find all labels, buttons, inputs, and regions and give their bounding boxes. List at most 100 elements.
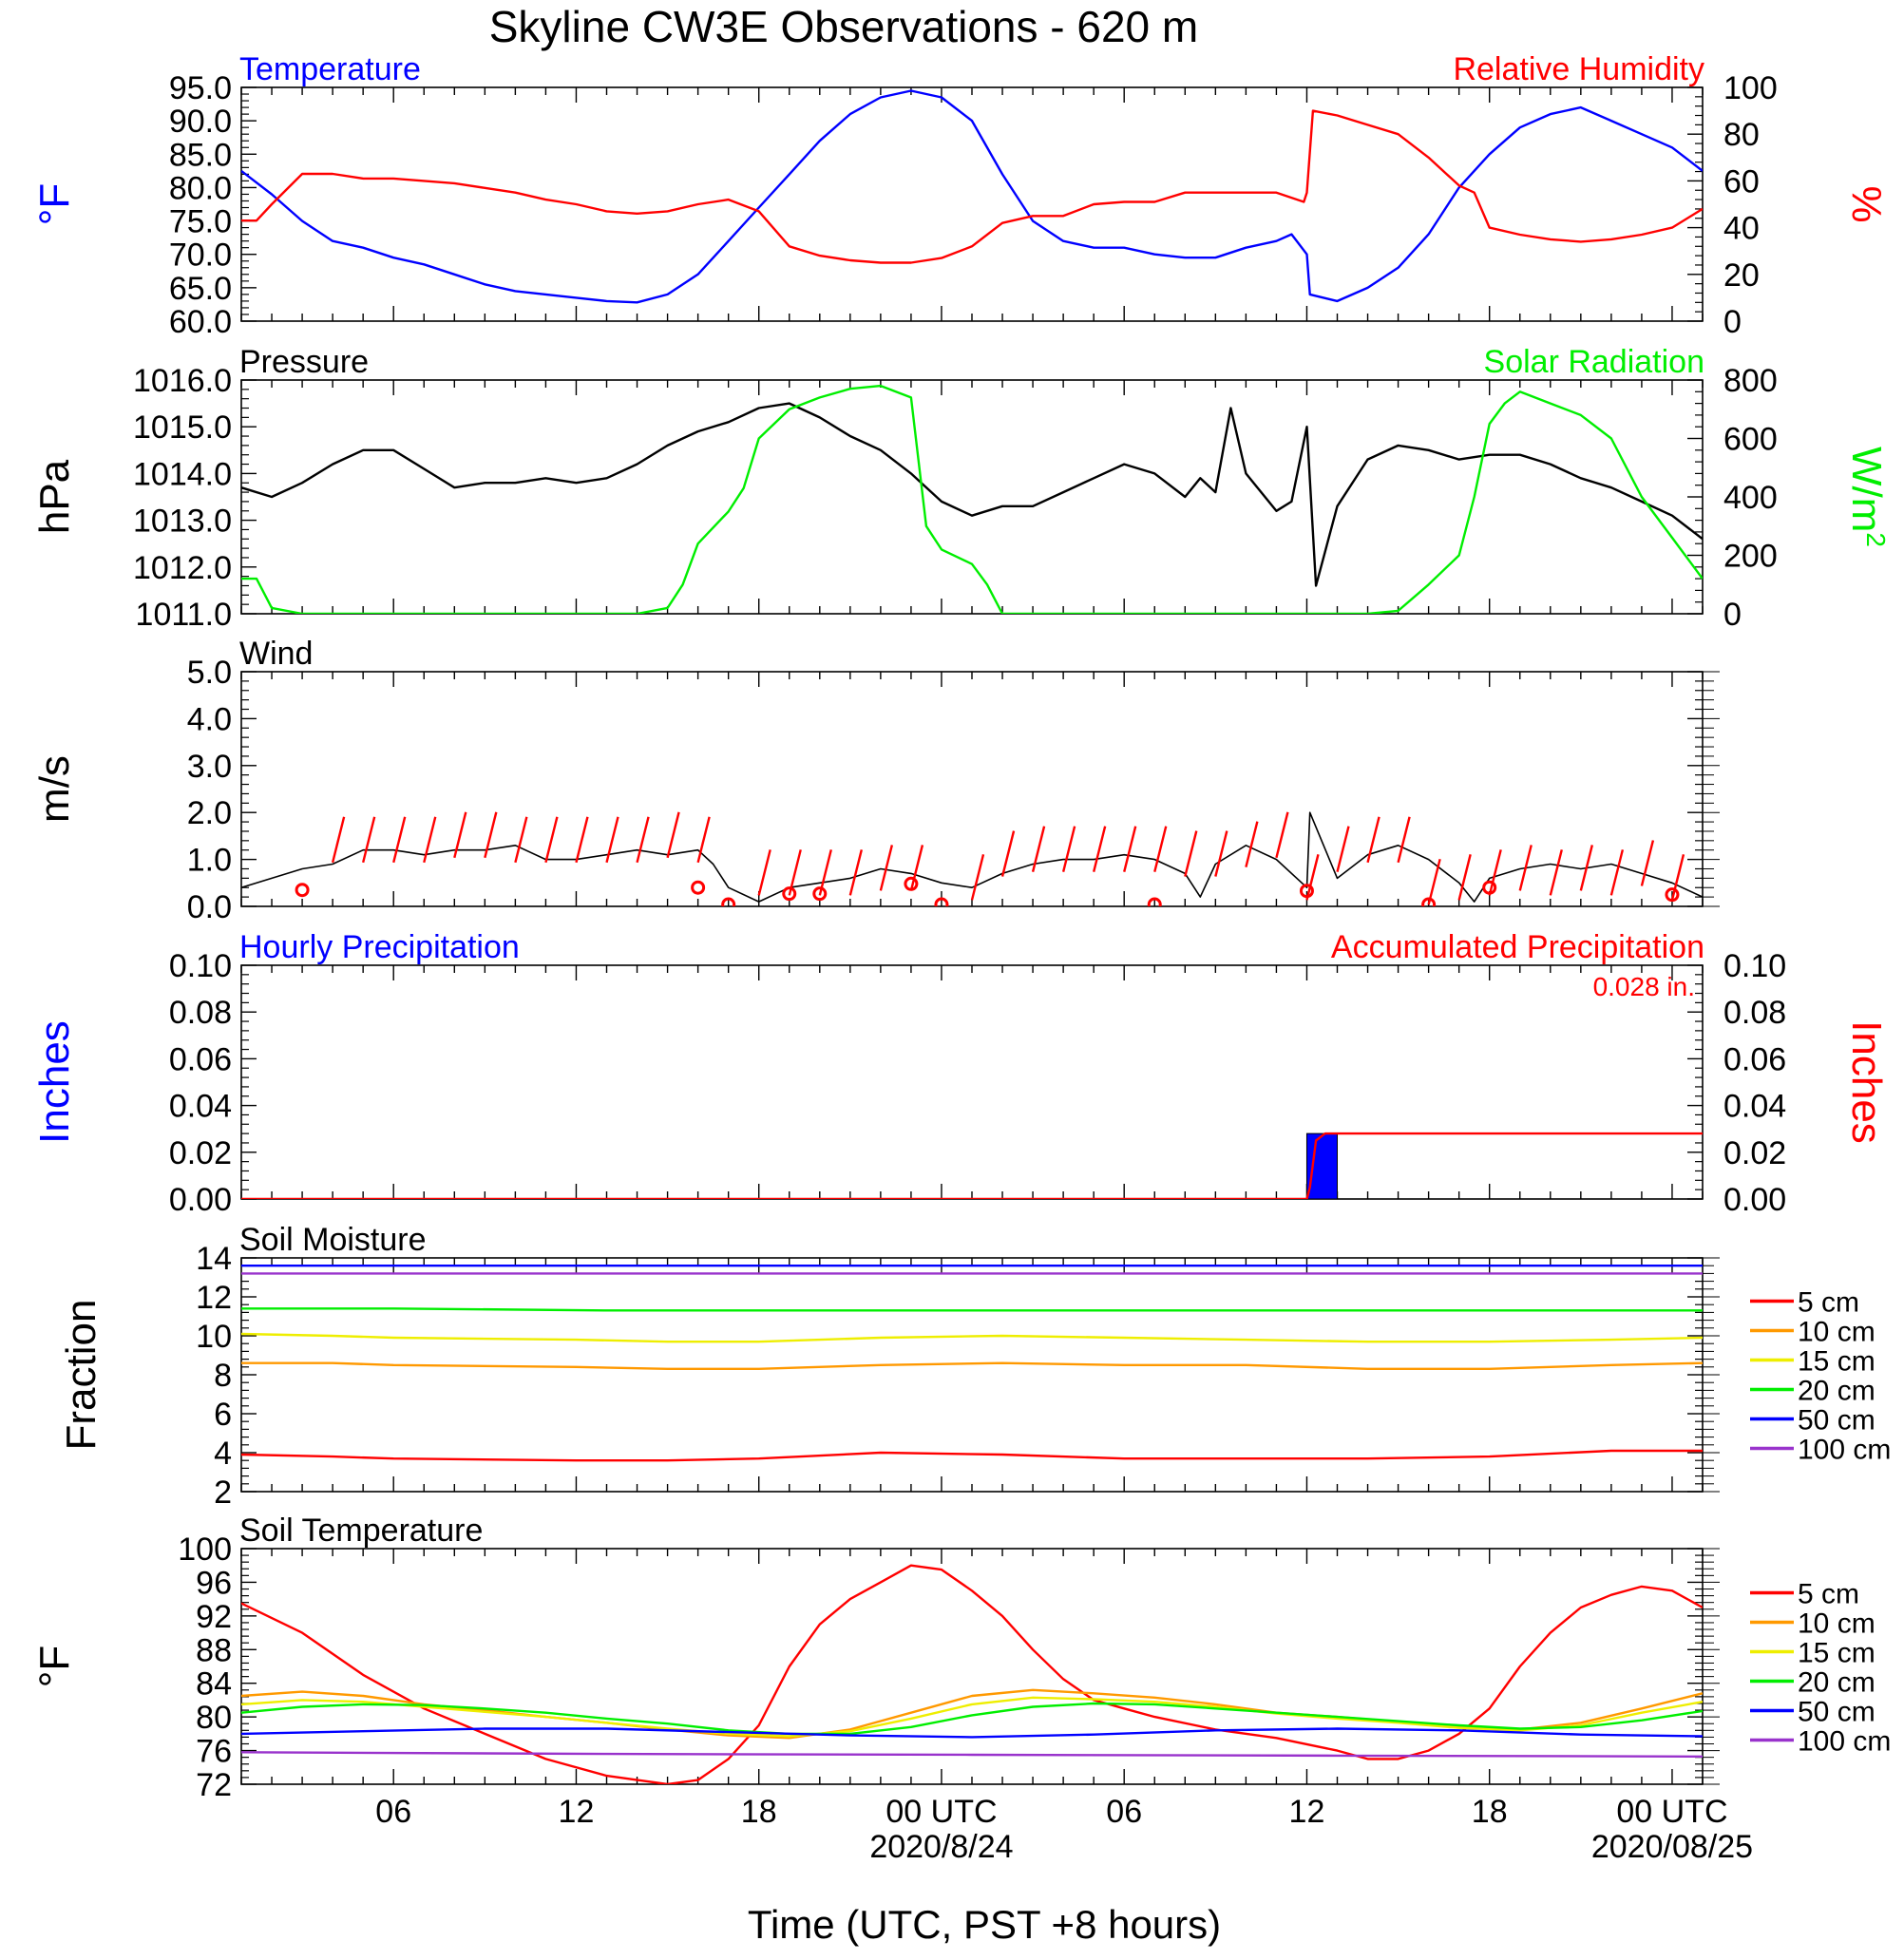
series-line-pressure xyxy=(241,402,1703,587)
series-line-5-cm xyxy=(241,1449,1703,1462)
y-tick-label-left: 95.0 xyxy=(169,70,232,106)
panel-data xyxy=(241,384,1703,614)
panel-title-left: Wind xyxy=(239,636,313,672)
y-tick-label-left: 3.0 xyxy=(187,749,232,785)
panel-data xyxy=(241,89,1703,304)
legend-label: 100 cm xyxy=(1798,1726,1891,1758)
panel-4: 0.00 0.02 0.04 0.06 0.08 0.10 0.00 0.02 0.04 0.06… xyxy=(31,929,1890,1218)
y-tick-label-right: 0 xyxy=(1723,597,1742,633)
y-tick-label-left: 85.0 xyxy=(169,137,232,173)
legend-label: 5 cm xyxy=(1798,1579,1859,1610)
wind-calm-marker xyxy=(812,886,828,902)
wind-barb xyxy=(666,811,680,859)
y-tick-label-left: 0.04 xyxy=(169,1089,232,1125)
panel-frame xyxy=(240,671,1704,907)
y-tick-label-left: 5.0 xyxy=(187,655,232,691)
x-tick-label: 06 xyxy=(375,1794,411,1830)
y-axis-label-left: Inches xyxy=(31,1020,78,1144)
panel-frame xyxy=(240,1548,1704,1785)
y-tick-label-left: 6 xyxy=(214,1397,232,1433)
y-axis-label-left: m/s xyxy=(31,755,78,823)
y-tick-label-right: 0 xyxy=(1723,304,1742,340)
panel-2: 1011.0 1012.0 1013.0 1014.0 1015.0 1016.0 0 200… xyxy=(31,344,1892,633)
wind-barb xyxy=(1275,811,1289,859)
accumulated-total-label: 0.028 in. xyxy=(1593,972,1695,1001)
chart-title: Skyline CW3E Observations - 620 m xyxy=(489,2,1199,51)
y-tick-label-right: 20 xyxy=(1723,257,1760,294)
wind-barb xyxy=(1336,826,1350,872)
wind-barb xyxy=(1397,816,1411,864)
x-tick-label: 00 UTC xyxy=(885,1794,997,1830)
panel-data xyxy=(241,1264,1703,1462)
wind-barb xyxy=(757,849,771,896)
wind-barb xyxy=(423,816,437,864)
y-tick-label-left: 4 xyxy=(214,1436,232,1472)
legend-label: 20 cm xyxy=(1798,1667,1875,1699)
wind-barb xyxy=(362,816,376,864)
y-tick-label-left: 92 xyxy=(196,1599,232,1635)
wind-barb xyxy=(575,816,589,864)
wind-barb xyxy=(544,816,559,864)
wind-barb xyxy=(1609,849,1625,896)
y-tick-label-left: 76 xyxy=(196,1734,232,1770)
y-tick-label-left: 80 xyxy=(196,1700,232,1736)
wind-calm-marker xyxy=(295,883,310,898)
wind-barb xyxy=(636,816,650,864)
panel-data xyxy=(241,811,1703,906)
wind-barb xyxy=(1153,826,1168,872)
y-tick-label-left: 8 xyxy=(214,1358,232,1394)
wind-barb xyxy=(1518,845,1533,891)
series-line-temperature xyxy=(241,89,1703,304)
wind-barb xyxy=(1427,858,1441,905)
y-tick-label-left: 75.0 xyxy=(169,204,232,240)
wind-calm-marker xyxy=(1665,887,1680,903)
x-tick-date-label: 2020/08/25 xyxy=(1591,1829,1753,1865)
legend-label: 5 cm xyxy=(1798,1287,1859,1319)
y-axis-label-left: °F xyxy=(31,1646,78,1687)
wind-barb xyxy=(1184,830,1198,877)
y-axis-label-left: Fraction xyxy=(58,1300,105,1451)
series-line-10-cm xyxy=(241,1361,1703,1371)
wind-barb xyxy=(1670,854,1685,901)
panel-1: 60.065.070.075.080.085.090.095.0 0 20 40 60 8… xyxy=(31,51,1890,340)
y-tick-label-left: 0.06 xyxy=(169,1041,232,1077)
legend-label: 50 cm xyxy=(1798,1697,1875,1728)
y-tick-label-right: 40 xyxy=(1723,211,1760,247)
panel-data xyxy=(241,1132,1703,1199)
panel-data xyxy=(241,1564,1703,1784)
series-line-5-cm xyxy=(241,1564,1703,1784)
series-line-15-cm xyxy=(241,1696,1703,1738)
y-tick-label-left: 100 xyxy=(178,1532,232,1568)
wind-barb xyxy=(1579,845,1593,891)
wind-calm-marker xyxy=(721,897,736,906)
y-tick-label-left: 84 xyxy=(196,1666,232,1703)
wind-barb xyxy=(1488,849,1502,896)
wind-barb xyxy=(514,816,528,864)
y-tick-label-right: 400 xyxy=(1723,480,1778,516)
panel-title-left: Soil Temperature xyxy=(239,1513,483,1549)
wind-calm-marker xyxy=(1147,897,1162,906)
panel-title-left: Hourly Precipitation xyxy=(239,929,520,965)
wind-barb xyxy=(696,816,711,864)
wind-calm-marker xyxy=(782,886,797,902)
wind-barb xyxy=(970,854,985,901)
y-axis-label-left: °F xyxy=(31,183,78,225)
y-tick-label-left: 80.0 xyxy=(169,170,232,206)
y-tick-label-left: 0.0 xyxy=(187,889,232,925)
wind-barb xyxy=(331,816,346,864)
y-tick-label-right: 200 xyxy=(1723,539,1778,575)
wind-calm-marker xyxy=(934,897,949,906)
x-tick-label: 12 xyxy=(559,1794,595,1830)
wind-barb xyxy=(392,816,407,864)
wind-barb xyxy=(848,849,863,896)
y-tick-label-left: 10 xyxy=(196,1319,232,1355)
x-tick-label: 00 UTC xyxy=(1616,1794,1727,1830)
legend-label: 100 cm xyxy=(1798,1435,1891,1466)
wind-barb xyxy=(1000,830,1016,877)
wind-barb xyxy=(1366,816,1380,864)
y-axis-label-right: Inches xyxy=(1843,1020,1890,1144)
panel-title-right: Relative Humidity xyxy=(1453,51,1704,87)
series-line-20-cm xyxy=(241,1307,1703,1312)
